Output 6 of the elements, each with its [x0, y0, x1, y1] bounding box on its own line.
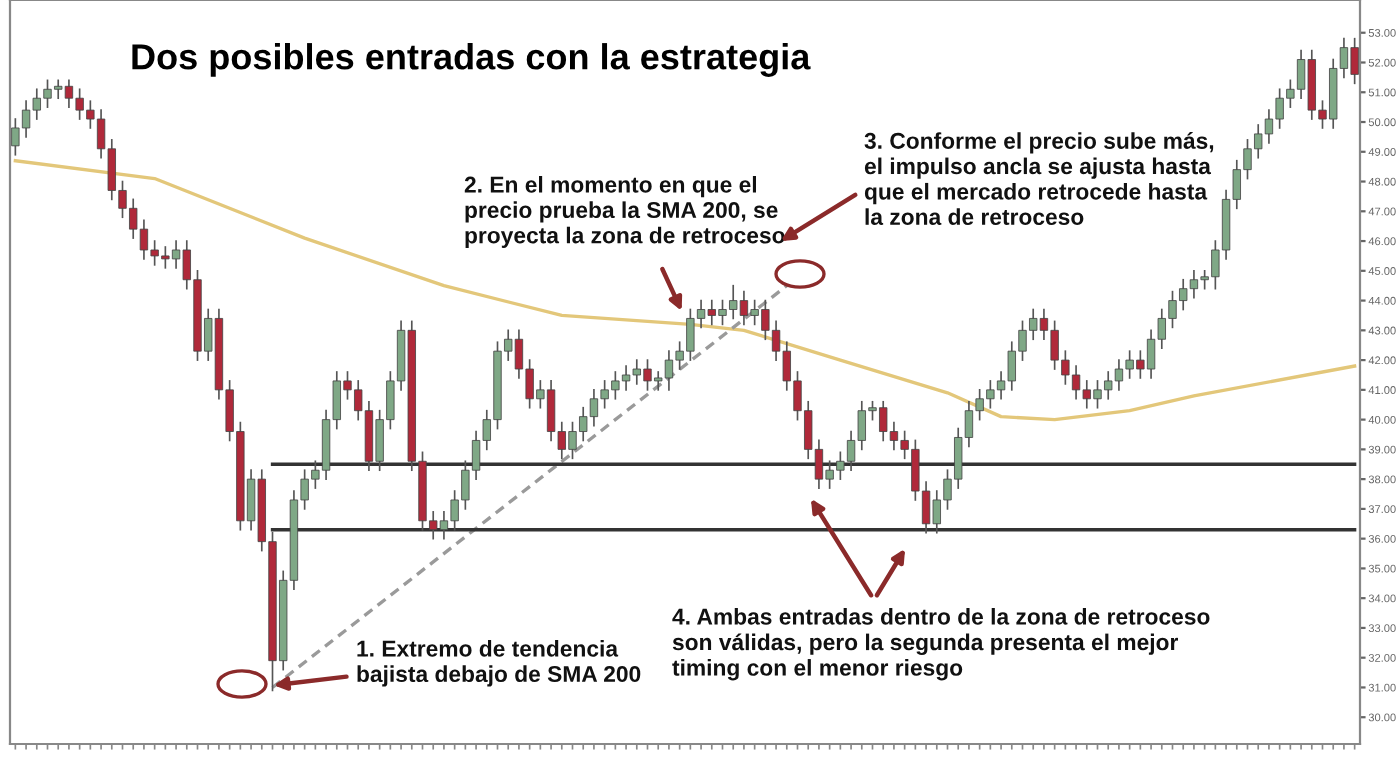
annotation: 4. Ambas entradas dentro de la zona de retroceso son válidas, pero la segunda presenta el mejor timing con el menor riesgo	[672, 608, 1210, 681]
annotation: 2. En el momento en que el precio prueba la SMA 200, se proyecta la zona de retroceso	[464, 176, 785, 248]
text: Dos posibles entradas con la estrategia	[132, 43, 811, 77]
line-series	[13, 159, 1357, 422]
annotation: 3. Conforme el precio sube más, el impulso ancla se ajusta hasta que el mercado retrocede hasta la zona de retroceso	[864, 132, 1214, 226]
annotation: 1. Extremo de tendencia bajista debajo de SMA 200	[357, 640, 641, 687]
